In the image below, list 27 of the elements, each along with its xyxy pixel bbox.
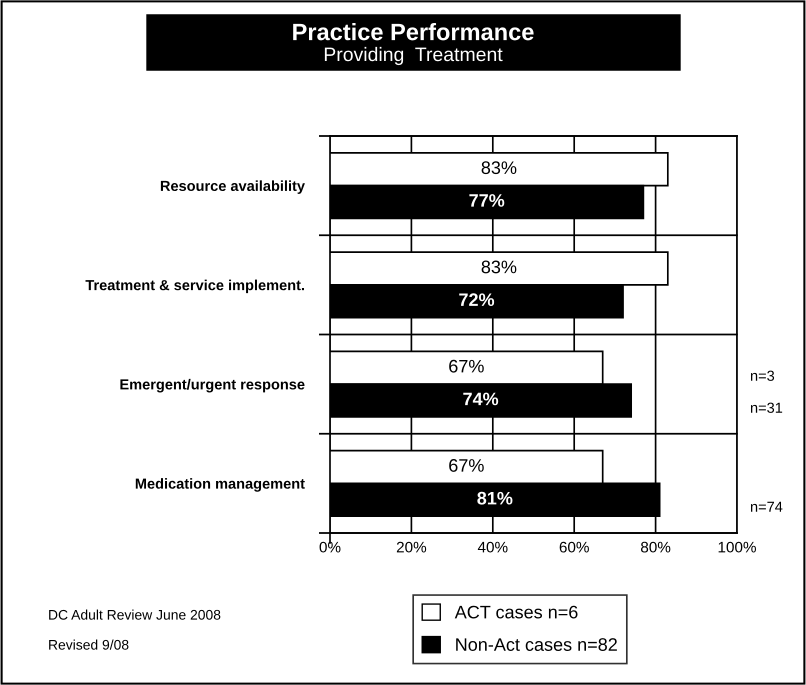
y-tick-label: Emergent/urgent response (120, 378, 305, 392)
text: n=3 (750, 370, 774, 381)
y-tick-label: Medication management (136, 478, 305, 492)
legend-label: ACT cases n=6 (454, 606, 578, 618)
data-label: 72% (459, 293, 494, 306)
data-label: 74% (463, 392, 498, 406)
x-tick-label: 60% (560, 542, 589, 553)
y-tick-label: Resource availability (160, 180, 305, 194)
data-label: 83% (482, 260, 516, 274)
x-tick-label: 100% (718, 542, 756, 553)
text: Revised 9/08 (49, 640, 128, 650)
chart-subtitle: Providing Treatment (324, 46, 503, 66)
x-tick-label: 80% (640, 542, 670, 553)
text: n=74 (750, 502, 782, 512)
text: DC Adult Review June 2008 (49, 610, 220, 620)
data-label: 77% (469, 194, 504, 207)
data-label: 67% (449, 459, 484, 472)
x-tick-label: 0% (320, 542, 340, 553)
y-tick-label: Treatment & service implement. (86, 280, 304, 294)
legend-label: Non-Act cases n=82 (456, 638, 617, 651)
data-label: 83% (482, 161, 516, 174)
data-label: 81% (477, 492, 512, 505)
x-tick-label: 20% (396, 542, 426, 553)
text: n=31 (750, 402, 782, 413)
data-label: 67% (449, 360, 484, 373)
x-tick-label: 40% (478, 542, 508, 553)
chart-title: Practice Performance (293, 22, 534, 40)
